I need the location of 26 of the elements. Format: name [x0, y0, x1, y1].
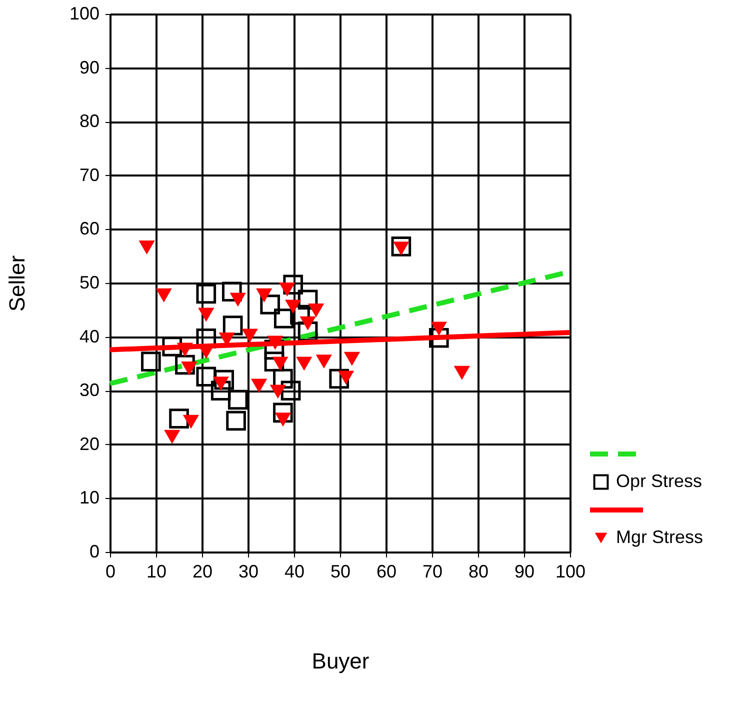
y-tick-label: 50 — [79, 272, 100, 292]
x-tick-label: 30 — [238, 562, 259, 582]
x-tick-label: 80 — [468, 562, 489, 582]
y-tick-label: 70 — [79, 164, 100, 185]
y-tick-label: 100 — [69, 4, 100, 24]
y-tick-label: 0 — [89, 542, 100, 562]
x-tick-label: 20 — [192, 562, 213, 582]
x-tick-label: 90 — [514, 562, 535, 582]
x-tick-label: 60 — [376, 562, 397, 582]
legend-label: Opr Stress — [616, 471, 702, 491]
x-axis-title: Buyer — [312, 648, 370, 674]
x-tick-label: 10 — [146, 562, 167, 582]
x-tick-label: 0 — [105, 562, 116, 582]
x-tick-label: 40 — [284, 562, 305, 582]
y-tick-label: 10 — [79, 488, 100, 508]
y-axis-title: Seller — [4, 255, 30, 312]
y-tick-label: 20 — [79, 434, 100, 454]
y-tick-label: 30 — [79, 380, 100, 400]
x-tick-label: 70 — [422, 562, 443, 582]
y-tick-label: 60 — [79, 218, 100, 239]
y-tick-label: 40 — [79, 326, 100, 346]
x-tick-label: 50 — [330, 562, 351, 582]
legend-label: Mgr Stress — [616, 527, 704, 547]
y-tick-label: 80 — [79, 111, 100, 132]
x-tick-label: 100 — [555, 562, 586, 582]
y-tick-label: 90 — [79, 57, 100, 78]
